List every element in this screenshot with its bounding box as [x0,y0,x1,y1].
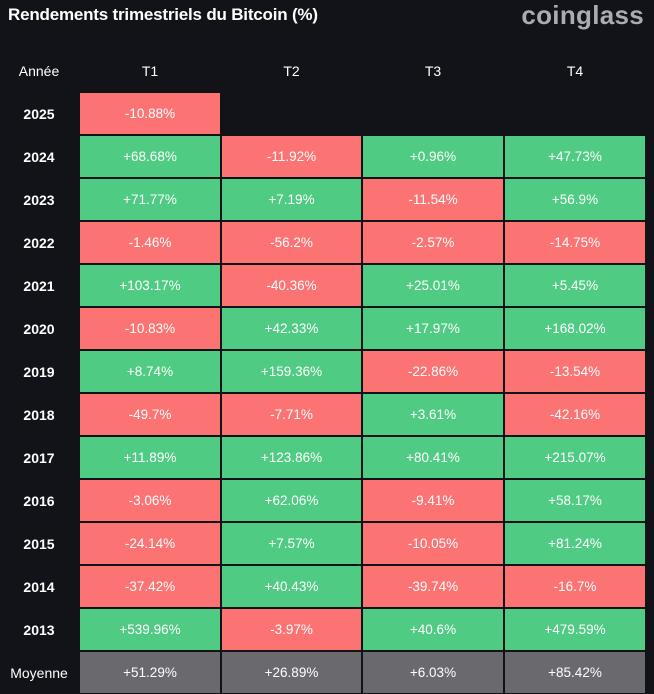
return-cell: -7.71% [222,394,361,435]
return-cell: -11.92% [222,136,361,177]
return-cell: +5.45% [505,265,645,306]
average-label: Moyenne [10,664,68,681]
return-cell: +58.17% [505,480,645,521]
return-cell: -42.16% [505,394,645,435]
return-cell: -3.97% [222,609,361,650]
return-cell: -16.7% [505,566,645,607]
year-label: 2016 [23,492,55,509]
year-label: 2018 [23,406,55,423]
return-cell: +56.9% [505,179,645,220]
return-cell: -13.54% [505,351,645,392]
return-cell: +168.02% [505,308,645,349]
return-cell: +103.17% [80,265,220,306]
year-label: 2015 [23,535,55,552]
year-label: 2022 [23,234,55,251]
return-cell: +47.73% [505,136,645,177]
return-cell: +3.61% [363,394,503,435]
return-cell: +0.96% [363,136,503,177]
return-cell: -10.05% [363,523,503,564]
return-cell: +80.41% [363,437,503,478]
year-label: 2013 [23,621,55,638]
return-cell: -1.46% [80,222,220,263]
return-cell: -2.57% [363,222,503,263]
return-cell: +159.36% [222,351,361,392]
return-cell: +40.6% [363,609,503,650]
return-cell: -9.41% [363,480,503,521]
year-label: 2020 [23,320,55,337]
return-cell: +7.19% [222,179,361,220]
year-label: 2017 [23,449,55,466]
return-cell: +42.33% [222,308,361,349]
return-cell: +71.77% [80,179,220,220]
return-cell: +7.57% [222,523,361,564]
column-header: T2 [283,63,300,79]
return-cell: -24.14% [80,523,220,564]
return-cell: -3.06% [80,480,220,521]
year-label: 2021 [23,277,55,294]
return-cell: -37.42% [80,566,220,607]
return-cell: +8.74% [80,351,220,392]
return-cell: +539.96% [80,609,220,650]
return-cell: -22.86% [363,351,503,392]
return-cell: -14.75% [505,222,645,263]
return-cell: +17.97% [363,308,503,349]
brand-logo: coinglass [521,0,644,30]
average-cell: +85.42% [505,652,645,693]
return-cell: -11.54% [363,179,503,220]
average-cell: +51.29% [80,652,220,693]
return-cell: +40.43% [222,566,361,607]
return-cell: -10.83% [80,308,220,349]
year-label: 2019 [23,363,55,380]
return-cell: -40.36% [222,265,361,306]
year-label: 2025 [23,105,55,122]
year-label: 2014 [23,578,55,595]
average-cell: +6.03% [363,652,503,693]
return-cell: +11.89% [80,437,220,478]
return-cell: +81.24% [505,523,645,564]
year-label: 2023 [23,191,55,208]
return-cell: +123.86% [222,437,361,478]
return-cell: -56.2% [222,222,361,263]
return-cell: +62.06% [222,480,361,521]
return-cell: -10.88% [80,93,220,134]
return-cell: -39.74% [363,566,503,607]
return-cell: +25.01% [363,265,503,306]
column-header: T1 [141,63,159,79]
return-cell: +479.59% [505,609,645,650]
return-cell: -49.7% [80,394,220,435]
column-header: T3 [424,63,442,79]
average-cell: +26.89% [222,652,361,693]
return-cell: +68.68% [80,136,220,177]
column-header: T4 [566,63,584,79]
title: Rendements trimestriels du Bitcoin (%) [8,5,318,24]
year-label: 2024 [23,148,55,165]
return-cell: +215.07% [505,437,645,478]
column-header: Année [18,63,60,79]
